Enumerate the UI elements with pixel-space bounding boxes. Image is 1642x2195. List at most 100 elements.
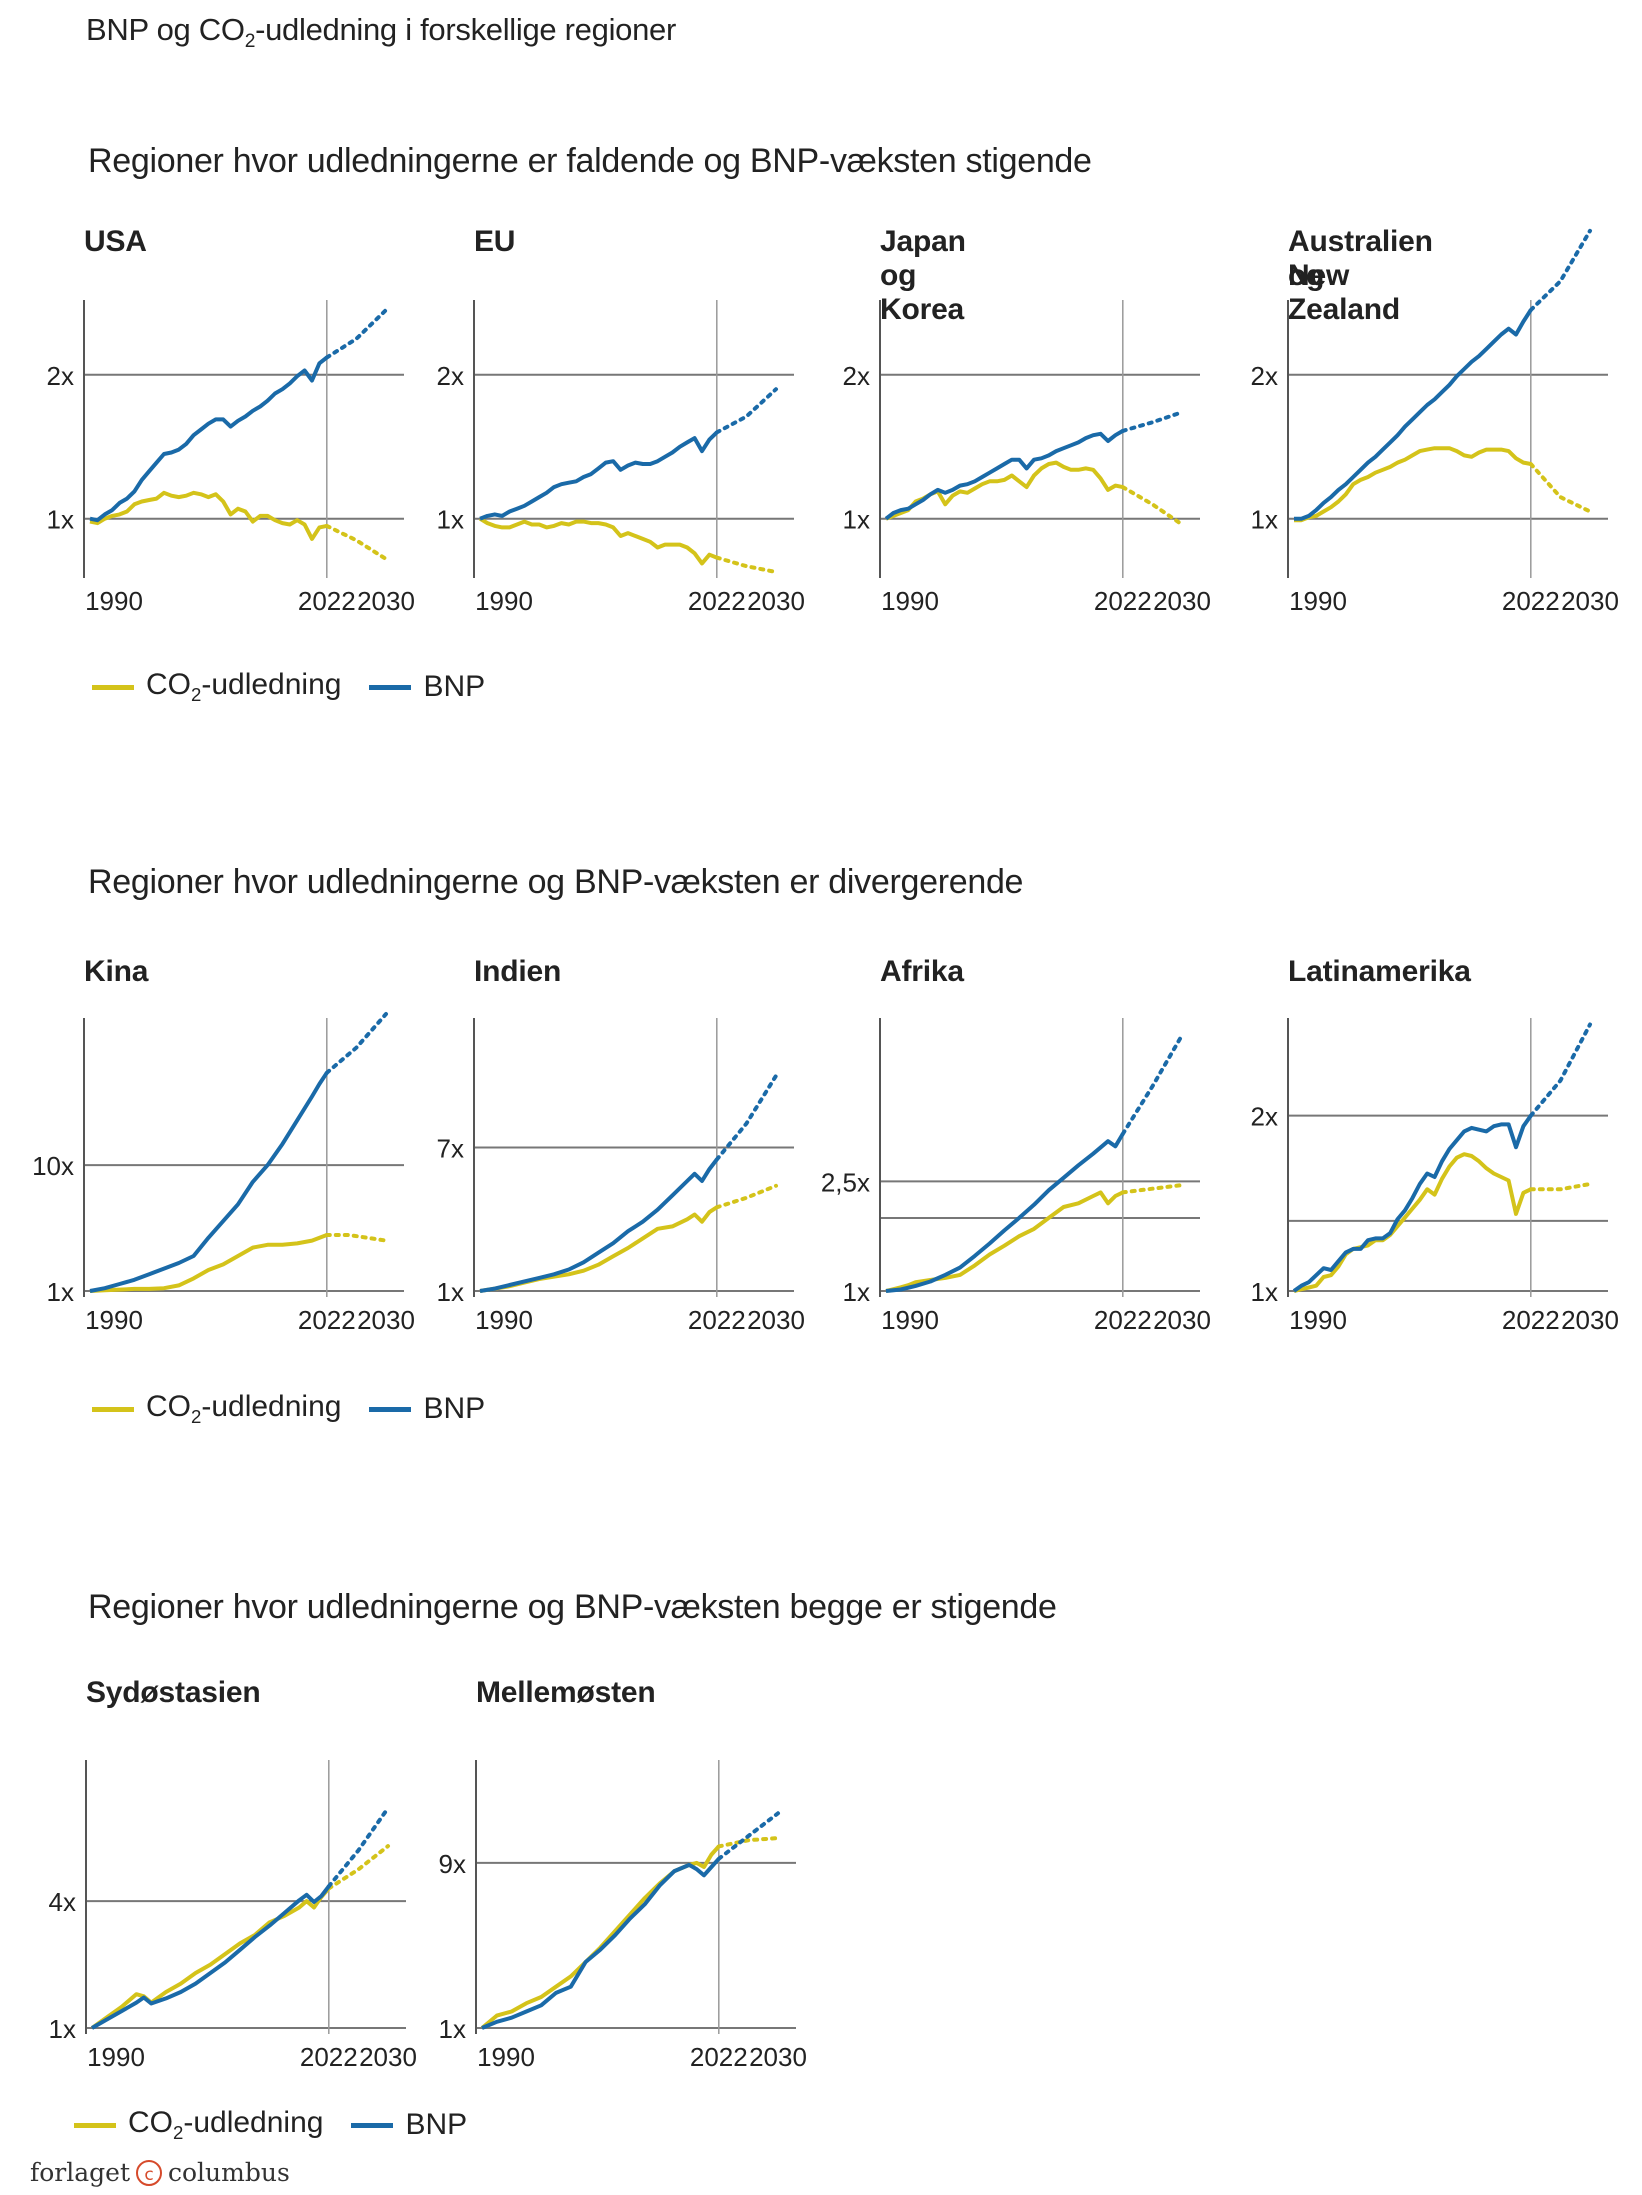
projection-line-co2 [1120,485,1184,527]
projection-line-bnp [324,1012,388,1075]
legend-swatch-bnp [351,2122,394,2128]
y-tick-label: 1x [843,1277,870,1307]
publisher-logo: forlaget c columbus [30,2158,290,2187]
series-line-co2 [90,1887,331,2030]
x-tick-label: 2030 [1153,1305,1211,1335]
copyright-icon: c [136,2159,162,2186]
x-tick-label: 2030 [747,586,805,616]
x-tick-label: 1990 [1289,586,1347,616]
legend-section-2: CO2-udledning BNP [92,1390,513,1428]
section-title-1: Regioner hvor udledningerne er faldende … [88,142,1092,180]
series-line-co2 [1293,1152,1532,1293]
section-title-3: Regioner hvor udledningerne og BNP-vækst… [88,1588,1057,1626]
legend-label-co2: CO2-udledning [146,668,342,705]
main-title-post: -udledning i forskellige regioner [255,12,677,47]
legend-item-co2: CO2-udledning [74,2106,323,2144]
projection-line-bnp [716,1811,780,1861]
x-tick-label: 2022 [688,586,746,616]
y-tick-label: 1x [437,1277,464,1307]
series-line-co2 [479,1205,718,1293]
legend-item-co2: CO2-udledning [92,1390,341,1428]
panel-title: Australien og [1288,225,1433,292]
y-tick-label: 10x [32,1151,74,1181]
y-tick-label: 1x [49,2014,76,2044]
projection-line-co2 [324,523,388,561]
projection-line-co2 [1528,462,1592,514]
x-tick-label: 2022 [690,2042,748,2072]
legend-item-bnp: BNP [369,670,485,704]
legend-item-bnp: BNP [369,1392,485,1426]
projection-line-co2 [1120,1183,1184,1195]
series-line-co2 [885,460,1124,521]
x-tick-label: 1990 [475,586,533,616]
legend-swatch-co2 [92,684,134,690]
projection-line-bnp [714,1073,778,1162]
series-line-co2 [1294,446,1532,523]
series-line-co2 [885,1190,1124,1293]
y-tick-label: 2x [47,361,74,391]
x-tick-label: 1990 [85,586,143,616]
chart-svg: 1x 4x 1990 2022 2030 [49,1760,417,2072]
series-line-bnp [89,1071,329,1293]
panel-title: Japan og Korea [880,225,966,326]
x-tick-label: 2022 [1502,586,1560,616]
panel-title: EU [474,225,516,258]
x-tick-label: 2022 [1094,586,1152,616]
series-line-bnp [1294,308,1533,521]
x-tick-label: 2030 [749,2042,807,2072]
legend-label-bnp: BNP [423,1392,486,1425]
x-tick-label: 2030 [357,1305,415,1335]
x-tick-label: 1990 [85,1305,143,1335]
x-tick-label: 1990 [1289,1305,1347,1335]
y-tick-label: 1x [47,505,74,535]
series-line-bnp [91,1885,331,2030]
y-tick-label: 1x [1251,505,1278,535]
chart-svg: 1x 2,5x 1990 2022 2030 [821,1018,1211,1335]
panel-title: Kina [84,955,149,988]
series-line-bnp [884,429,1124,521]
projection-line-bnp [326,1806,390,1889]
projection-line-co2 [714,555,778,574]
x-tick-label: 1990 [881,1305,939,1335]
projection-line-co2 [714,1183,778,1210]
series-line-co2 [89,490,328,541]
chart-svg: 1x 2x 1990 2022 2030 [1251,1018,1619,1335]
x-tick-label: 2030 [1561,1305,1619,1335]
section-title-2: Regioner hvor udledningerne og BNP-vækst… [88,863,1024,901]
series-line-bnp [89,355,329,523]
series-line-co2 [478,516,718,566]
y-tick-label: 2,5x [821,1167,870,1197]
legend-swatch-bnp [369,684,412,690]
x-tick-label: 1990 [477,2042,535,2072]
x-tick-label: 2030 [747,1305,805,1335]
publisher-name-pre: forlaget [30,2158,130,2187]
y-tick-label: 2x [843,361,870,391]
y-tick-label: 9x [439,1849,466,1879]
panel-title: Afrika [880,955,964,988]
legend-label-co2: CO2-udledning [128,2106,324,2143]
projection-line-bnp [1528,1022,1592,1118]
series-line-bnp [479,430,719,521]
panel-title: Latinamerika [1288,955,1471,988]
legend-label-bnp: BNP [405,2108,468,2141]
projection-line-co2 [1528,1182,1592,1192]
legend-swatch-co2 [74,2122,116,2128]
panel-title: New Zealand [1288,259,1400,326]
panel-title: USA [84,225,147,258]
chart-svg: 1x 2x 1990 2022 2030 [47,300,415,616]
y-tick-label: 1x [47,1277,74,1307]
chart-svg: 1x 2x 1990 2022 2030 [437,300,805,616]
series-line-bnp [1292,1114,1533,1293]
x-tick-label: 2022 [1094,1305,1152,1335]
x-tick-label: 2030 [1561,586,1619,616]
legend-swatch-bnp [369,1406,412,1412]
x-tick-label: 1990 [475,1305,533,1335]
x-tick-label: 2022 [688,1305,746,1335]
x-tick-label: 2030 [359,2042,417,2072]
x-tick-label: 2022 [298,586,356,616]
series-line-co2 [480,1845,721,2030]
series-line-bnp [479,1158,719,1293]
projection-line-co2 [324,1233,388,1243]
legend-section-1: CO2-udledning BNP [92,668,513,706]
y-tick-label: 1x [843,505,870,535]
